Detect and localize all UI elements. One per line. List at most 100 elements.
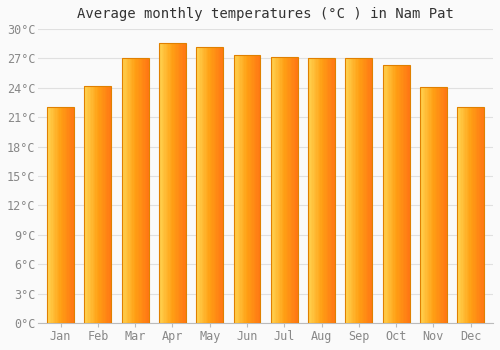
Bar xyxy=(110,86,112,323)
Bar xyxy=(254,55,255,323)
Bar xyxy=(351,58,352,323)
Bar xyxy=(216,47,218,323)
Bar xyxy=(308,58,310,323)
Bar xyxy=(319,58,320,323)
Bar xyxy=(386,65,388,323)
Bar xyxy=(368,58,370,323)
Bar xyxy=(214,47,215,323)
Bar xyxy=(356,58,358,323)
Bar xyxy=(246,55,247,323)
Bar xyxy=(458,107,484,323)
Bar xyxy=(428,87,430,323)
Bar xyxy=(222,47,223,323)
Bar xyxy=(86,86,87,323)
Bar xyxy=(271,57,272,323)
Bar xyxy=(106,86,108,323)
Bar xyxy=(243,55,244,323)
Bar xyxy=(50,107,51,323)
Bar xyxy=(287,57,288,323)
Bar xyxy=(382,65,409,323)
Bar xyxy=(196,47,198,323)
Bar xyxy=(215,47,216,323)
Bar xyxy=(252,55,254,323)
Bar xyxy=(472,107,474,323)
Bar xyxy=(203,47,204,323)
Bar xyxy=(314,58,315,323)
Bar xyxy=(478,107,480,323)
Bar xyxy=(176,43,178,323)
Bar xyxy=(96,86,98,323)
Bar xyxy=(60,107,62,323)
Bar xyxy=(402,65,403,323)
Bar xyxy=(274,57,275,323)
Bar xyxy=(123,58,124,323)
Bar xyxy=(284,57,286,323)
Bar xyxy=(178,43,179,323)
Bar xyxy=(70,107,71,323)
Bar xyxy=(182,43,183,323)
Bar xyxy=(436,87,438,323)
Bar xyxy=(362,58,363,323)
Bar xyxy=(290,57,291,323)
Bar xyxy=(234,55,235,323)
Bar xyxy=(220,47,222,323)
Bar xyxy=(248,55,250,323)
Bar xyxy=(200,47,202,323)
Bar xyxy=(295,57,296,323)
Bar xyxy=(92,86,94,323)
Bar xyxy=(59,107,60,323)
Bar xyxy=(131,58,132,323)
Bar xyxy=(219,47,220,323)
Bar xyxy=(259,55,260,323)
Bar xyxy=(400,65,402,323)
Bar xyxy=(210,47,211,323)
Bar xyxy=(126,58,127,323)
Bar xyxy=(278,57,279,323)
Bar xyxy=(166,43,167,323)
Bar xyxy=(144,58,146,323)
Bar xyxy=(100,86,102,323)
Bar xyxy=(250,55,251,323)
Bar xyxy=(474,107,476,323)
Bar xyxy=(366,58,367,323)
Bar xyxy=(175,43,176,323)
Bar xyxy=(122,58,148,323)
Bar xyxy=(326,58,327,323)
Bar xyxy=(196,47,223,323)
Bar xyxy=(346,58,372,323)
Bar xyxy=(218,47,219,323)
Bar xyxy=(382,65,384,323)
Bar xyxy=(164,43,166,323)
Bar xyxy=(331,58,332,323)
Bar xyxy=(354,58,355,323)
Bar xyxy=(72,107,74,323)
Bar xyxy=(294,57,295,323)
Bar xyxy=(255,55,256,323)
Bar xyxy=(332,58,334,323)
Bar xyxy=(122,58,123,323)
Bar xyxy=(180,43,182,323)
Bar xyxy=(68,107,70,323)
Bar xyxy=(167,43,168,323)
Bar xyxy=(94,86,95,323)
Bar xyxy=(103,86,104,323)
Bar xyxy=(135,58,136,323)
Bar xyxy=(179,43,180,323)
Bar xyxy=(139,58,140,323)
Bar xyxy=(108,86,110,323)
Bar xyxy=(346,58,347,323)
Bar xyxy=(480,107,482,323)
Bar xyxy=(482,107,483,323)
Bar xyxy=(256,55,258,323)
Bar xyxy=(51,107,52,323)
Bar xyxy=(315,58,316,323)
Bar xyxy=(136,58,138,323)
Bar xyxy=(90,86,91,323)
Bar xyxy=(347,58,348,323)
Bar xyxy=(464,107,466,323)
Bar xyxy=(403,65,404,323)
Bar xyxy=(394,65,395,323)
Bar xyxy=(322,58,323,323)
Bar xyxy=(251,55,252,323)
Bar xyxy=(55,107,56,323)
